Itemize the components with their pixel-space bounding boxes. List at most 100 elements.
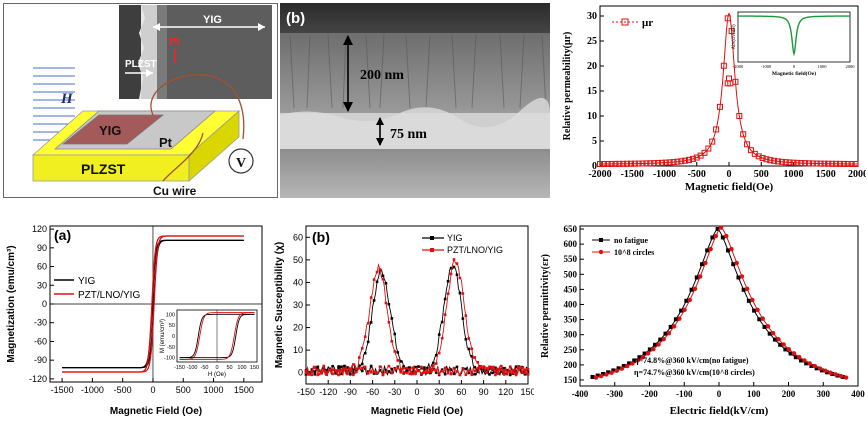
susceptibility-point [304,371,308,375]
permeability-point [620,160,627,167]
susceptibility-point [346,370,349,374]
susceptibility-point [316,373,320,377]
permittivity-point [828,370,833,375]
permittivity-point [757,317,762,322]
permittivity-point [744,286,750,291]
susceptibility-point [449,272,453,276]
permeability-point [802,160,809,167]
susceptibility-point [340,372,343,376]
susceptibility-point [340,365,343,369]
susceptibility-point [378,268,382,271]
x-tick-label: 2000 [848,169,866,180]
susceptibility-point [434,371,438,374]
permittivity-point [812,363,818,369]
susceptibility-point [523,372,527,376]
susceptibility-point [304,373,308,376]
permittivity-point [687,297,693,303]
susceptibility-point [402,366,405,370]
legend-marker [599,238,603,242]
permeability-point [682,157,689,164]
permittivity-point [838,373,844,379]
susceptibility-point [514,365,518,368]
permittivity-chart: -400 -300 -200 -100 0 100 200 300 400 150 200 250 30… [540,224,865,417]
permittivity-point [666,330,672,336]
y-tick-label: 550 [564,254,578,264]
susceptibility-point [337,369,340,372]
susceptibility-point [387,370,391,373]
permittivity-point [598,373,604,379]
susceptibility-point [431,361,435,365]
permeability-point [833,160,840,167]
columnar-grain-texture [289,34,547,109]
permittivity-point [645,351,651,356]
susceptibility-point [387,302,391,306]
permittivity-point [614,368,620,373]
hysteresis-chart: -1500 -1000 -500 0 500 1000 1500-120-90-60-300… [6,224,263,417]
susceptibility-point [426,371,429,375]
susceptibility-point [360,369,364,373]
y-tick-label: 10 [293,345,303,355]
susceptibility-point [452,372,456,376]
permittivity-point [630,361,635,366]
y-tick-label: -120 [29,374,47,384]
permeability-point [840,160,847,167]
susceptibility-point [449,368,453,371]
permittivity-point [786,346,792,352]
susceptibility-point [375,371,379,375]
susceptibility-point [464,367,468,371]
y-tick-label: 400 [564,299,578,309]
y-tick-label: 20 [587,61,597,72]
x-tick-label: -1000 [653,169,676,180]
susceptibility-point [337,373,340,377]
x-tick-label: -500 [688,169,706,180]
permittivity-point [708,246,713,252]
susceptibility-point [411,372,414,376]
susceptibility-point [491,367,494,370]
susceptibility-point [304,370,308,373]
susceptibility-point [526,367,530,371]
susceptibility-point [446,292,450,296]
permeability-point [713,126,720,133]
x-tick-label: 100 [747,389,761,399]
x-tick-label: -2000 [588,169,611,180]
permittivity-point [625,363,630,369]
y-tick-label: 300 [564,330,578,340]
permittivity-point [647,347,652,352]
susceptibility-point [346,366,349,369]
susceptibility-point [455,370,459,373]
thickness-75nm-label: 75 nm [390,127,427,142]
susceptibility-point [511,371,515,375]
x-tick-label: -90 [344,387,357,397]
permittivity-point [825,370,830,375]
susceptibility-point [488,365,491,369]
susceptibility-point [520,371,524,375]
susceptibility-point [420,365,423,369]
susceptibility-point [405,369,408,373]
susceptibility-point [520,366,524,370]
permeability-point [627,160,634,167]
susceptibility-point [384,369,388,372]
susceptibility-point [381,274,385,278]
susceptibility-point [494,370,497,373]
x-tick-label: 1500 [816,169,836,180]
susceptibility-point [307,372,311,376]
permeability-point [747,147,754,154]
susceptibility-point [331,368,334,371]
susceptibility-point [384,301,388,305]
y-tick-label: 30 [37,280,47,290]
legend-marker [430,248,434,252]
permittivity-point [606,370,611,375]
susceptibility-point [405,371,408,375]
permittivity-point [658,337,663,342]
inset-x-tick-label: 2000 [846,64,856,69]
permittivity-point [799,358,804,363]
susceptibility-point [476,370,479,373]
inset-x-tick-label: 0 [793,64,796,69]
susceptibility-chart: -150 -120 -90 -60 -30 0 30 60 90 120 150 0 10 20 30 40 5… [274,225,536,417]
permittivity-chart-panel: -400 -300 -200 -100 0 100 200 300 400 150 200 250 30… [536,218,866,423]
susceptibility-point [387,321,391,324]
y-tick-label: 0 [42,299,47,309]
field-h-label: H [60,91,74,107]
susceptibility-point [437,351,441,355]
permittivity-point [705,248,710,253]
